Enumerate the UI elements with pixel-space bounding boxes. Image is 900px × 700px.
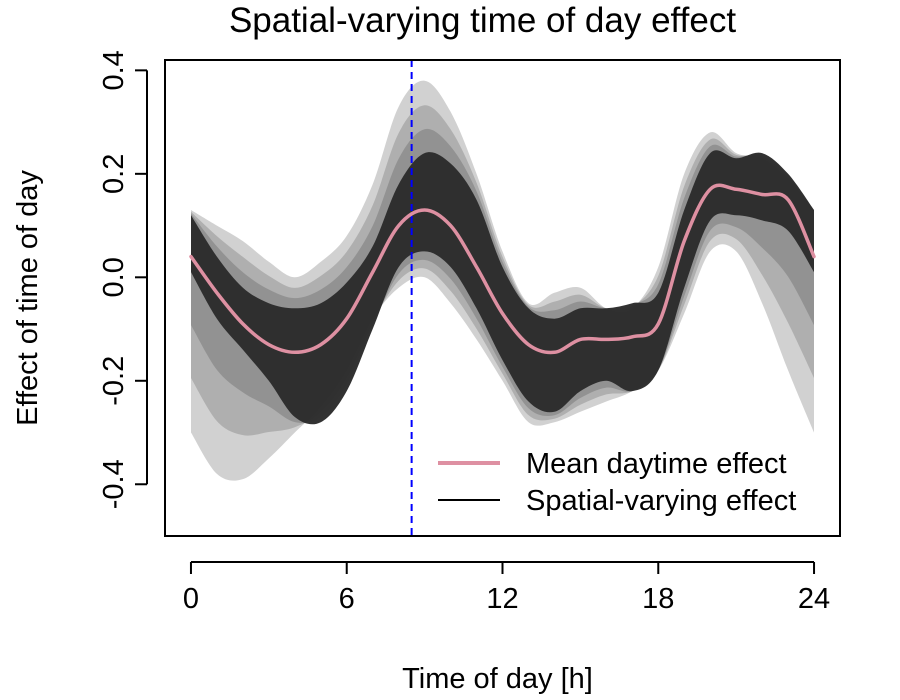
y-tick-label-0.4: 0.4 (98, 50, 130, 90)
legend: Mean daytime effect Spatial-varying effec… (438, 448, 796, 517)
chart-title: Spatial-varying time of day effect (229, 1, 736, 40)
axes-group (135, 59, 841, 574)
spatial-varying-band-group (191, 80, 814, 481)
x-tick-label-0: 0 (183, 583, 199, 615)
chart-text-group: 0 6 12 18 24 -0.4 -0.2 0.0 0.2 0.4 Spatial-varying… (12, 1, 830, 695)
x-tick-label-6: 6 (339, 583, 355, 615)
y-tick-label-0.2: 0.2 (98, 154, 130, 194)
y-tick-label-0.0: 0.0 (98, 257, 130, 297)
mean-daytime-effect-line (189, 183, 816, 355)
series-line-group (189, 60, 816, 536)
x-tick-label-18: 18 (642, 583, 674, 615)
legend-label-2: Spatial-varying effect (526, 485, 796, 517)
y-tick-label--0.2: -0.2 (98, 356, 130, 406)
y-tick-label--0.4: -0.4 (98, 459, 130, 509)
spatial-varying-core-band (191, 150, 814, 425)
x-axis-title: Time of day [h] (402, 663, 593, 695)
x-tick-label-12: 12 (486, 583, 518, 615)
legend-label-1: Mean daytime effect (526, 448, 787, 480)
plot-frame (164, 59, 841, 537)
y-axis-title: Effect of time of day (12, 170, 44, 426)
x-tick-label-24: 24 (798, 583, 830, 615)
